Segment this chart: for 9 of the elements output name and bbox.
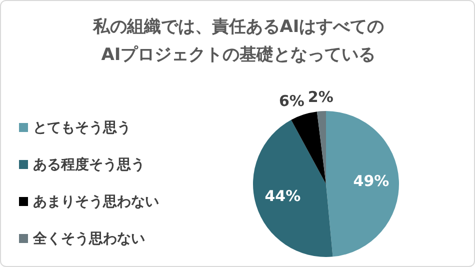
legend-label: とてもそう思う [33,118,131,136]
chart-title: 私の組織では、責任あるAIはすべてのAIプロジェクトの基礎となっている [92,16,386,67]
data-label: 49% [353,172,390,190]
legend-label: ある程度そう思う [33,156,145,174]
legend-label: 全くそう思わない [33,230,145,248]
data-label: 2% [308,88,334,106]
legend-label: あまりそう思わない [33,192,159,210]
data-label: 44% [264,187,301,206]
data-label: 6% [278,92,304,110]
